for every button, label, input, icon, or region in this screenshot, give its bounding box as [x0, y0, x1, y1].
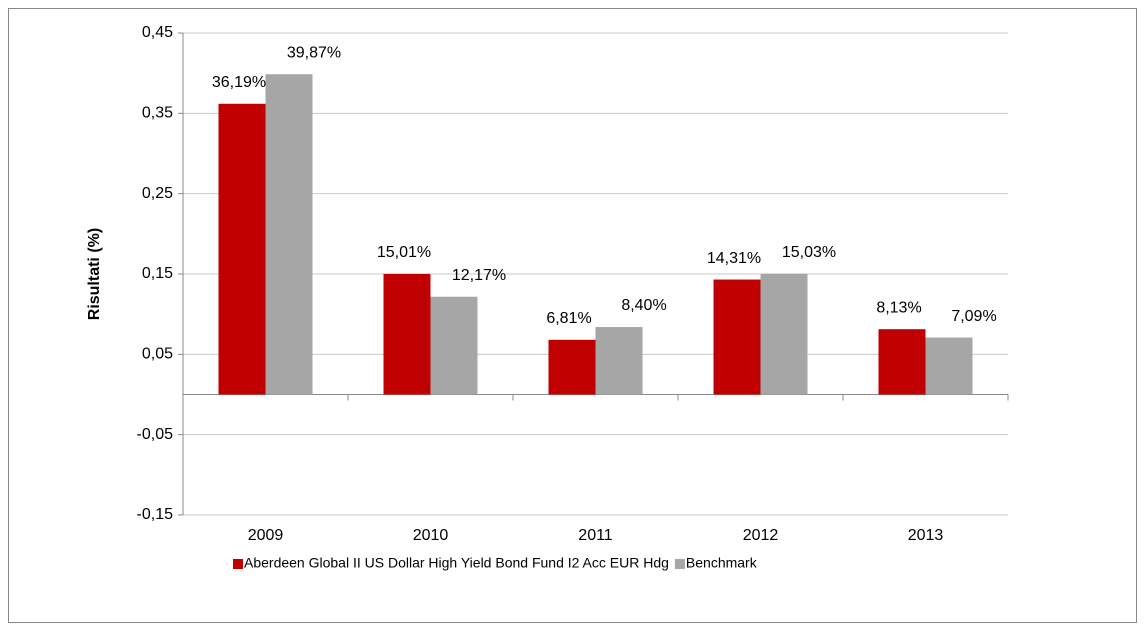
x-tick-label: 2013: [908, 527, 944, 544]
data-label: 36,19%: [212, 74, 266, 91]
bar: [548, 339, 596, 395]
data-label: 14,31%: [707, 250, 761, 267]
chart-border: [8, 8, 1137, 623]
bar: [383, 273, 431, 395]
y-axis-label: Risultati (%): [86, 228, 103, 320]
legend-label: Benchmark: [686, 555, 758, 571]
bar: [878, 329, 926, 395]
x-tick-label: 2009: [248, 527, 284, 544]
data-label: 8,13%: [876, 299, 921, 316]
y-tick-label: -0,15: [137, 506, 174, 523]
data-label: 7,09%: [951, 308, 996, 325]
data-label: 39,87%: [287, 44, 341, 61]
y-tick-label: 0,05: [142, 346, 173, 363]
data-label: 15,01%: [377, 244, 431, 261]
x-tick-label: 2011: [578, 527, 613, 544]
bar: [713, 279, 761, 395]
bar: [218, 103, 266, 395]
x-tick-label: 2010: [413, 527, 449, 544]
legend-swatch: [233, 559, 243, 569]
y-tick-label: 0,25: [142, 185, 173, 202]
bar: [265, 74, 313, 395]
y-tick-label: 0,35: [142, 105, 173, 122]
data-label: 6,81%: [546, 310, 591, 327]
y-tick-label: 0,15: [142, 265, 173, 282]
y-tick-label: 0,45: [142, 24, 173, 41]
bar: [430, 296, 478, 395]
bar: [595, 327, 643, 395]
bar: [925, 337, 973, 395]
legend-swatch: [674, 559, 685, 569]
data-label: 12,17%: [452, 267, 506, 284]
y-tick-label: -0,05: [137, 426, 174, 443]
bar: [760, 273, 808, 395]
data-label: 15,03%: [782, 244, 836, 261]
data-label: 8,40%: [621, 297, 666, 314]
legend-label: Aberdeen Global II US Dollar High Yield …: [244, 555, 669, 571]
x-tick-label: 2012: [743, 527, 779, 544]
